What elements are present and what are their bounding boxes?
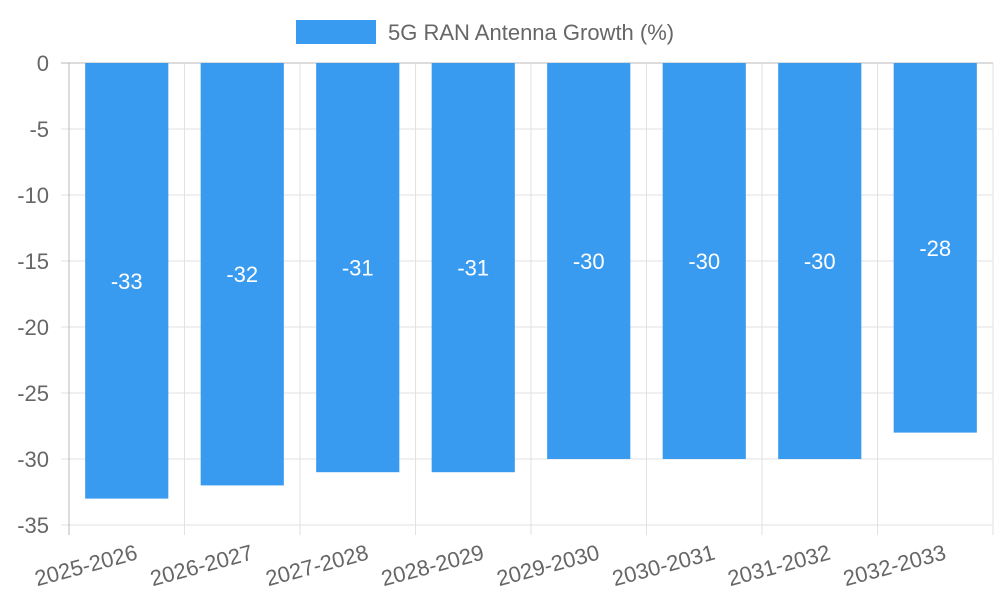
bar bbox=[431, 63, 515, 473]
x-tick-label: 2025-2026 bbox=[32, 540, 140, 591]
x-tick-label: 2031-2032 bbox=[725, 540, 833, 591]
bar bbox=[893, 63, 977, 433]
legend-swatch bbox=[296, 20, 376, 44]
bar bbox=[547, 63, 631, 459]
bars: -33 -32 -31 -31 -30 -30 -30 -28 bbox=[85, 63, 977, 499]
bar-value-label: -30 bbox=[573, 249, 605, 274]
bar bbox=[316, 63, 400, 473]
y-axis: 0 -5 -10 -15 -20 -25 -30 -35 bbox=[17, 51, 49, 538]
y-tick-label: -25 bbox=[17, 381, 49, 406]
bar bbox=[778, 63, 862, 459]
y-tick-label: -5 bbox=[29, 117, 49, 142]
y-tick-label: 0 bbox=[37, 51, 49, 76]
x-tick-label: 2030-2031 bbox=[609, 540, 717, 591]
x-tick-label: 2026-2027 bbox=[147, 540, 255, 591]
bar-value-label: -32 bbox=[226, 262, 258, 287]
bar-value-label: -33 bbox=[111, 269, 143, 294]
bar bbox=[662, 63, 746, 459]
legend: 5G RAN Antenna Growth (%) bbox=[296, 20, 674, 45]
y-tick-label: -30 bbox=[17, 447, 49, 472]
bar bbox=[200, 63, 284, 486]
y-tick-label: -15 bbox=[17, 249, 49, 274]
bar-value-label: -31 bbox=[457, 256, 489, 281]
bar-value-label: -30 bbox=[804, 249, 836, 274]
bar bbox=[85, 63, 169, 499]
x-tick-label: 2032-2033 bbox=[840, 540, 948, 591]
y-tick-label: -20 bbox=[17, 315, 49, 340]
x-axis: 2025-2026 2026-2027 2027-2028 2028-2029 2029… bbox=[32, 540, 949, 591]
legend-label: 5G RAN Antenna Growth (%) bbox=[388, 20, 674, 45]
bar-value-label: -30 bbox=[688, 249, 720, 274]
x-tick-label: 2027-2028 bbox=[263, 540, 371, 591]
x-tick-label: 2029-2030 bbox=[494, 540, 602, 591]
bar-value-label: -28 bbox=[919, 236, 951, 261]
y-tick-label: -10 bbox=[17, 183, 49, 208]
bar-value-label: -31 bbox=[342, 256, 374, 281]
x-tick-label: 2028-2029 bbox=[378, 540, 486, 591]
y-tick-label: -35 bbox=[17, 513, 49, 538]
